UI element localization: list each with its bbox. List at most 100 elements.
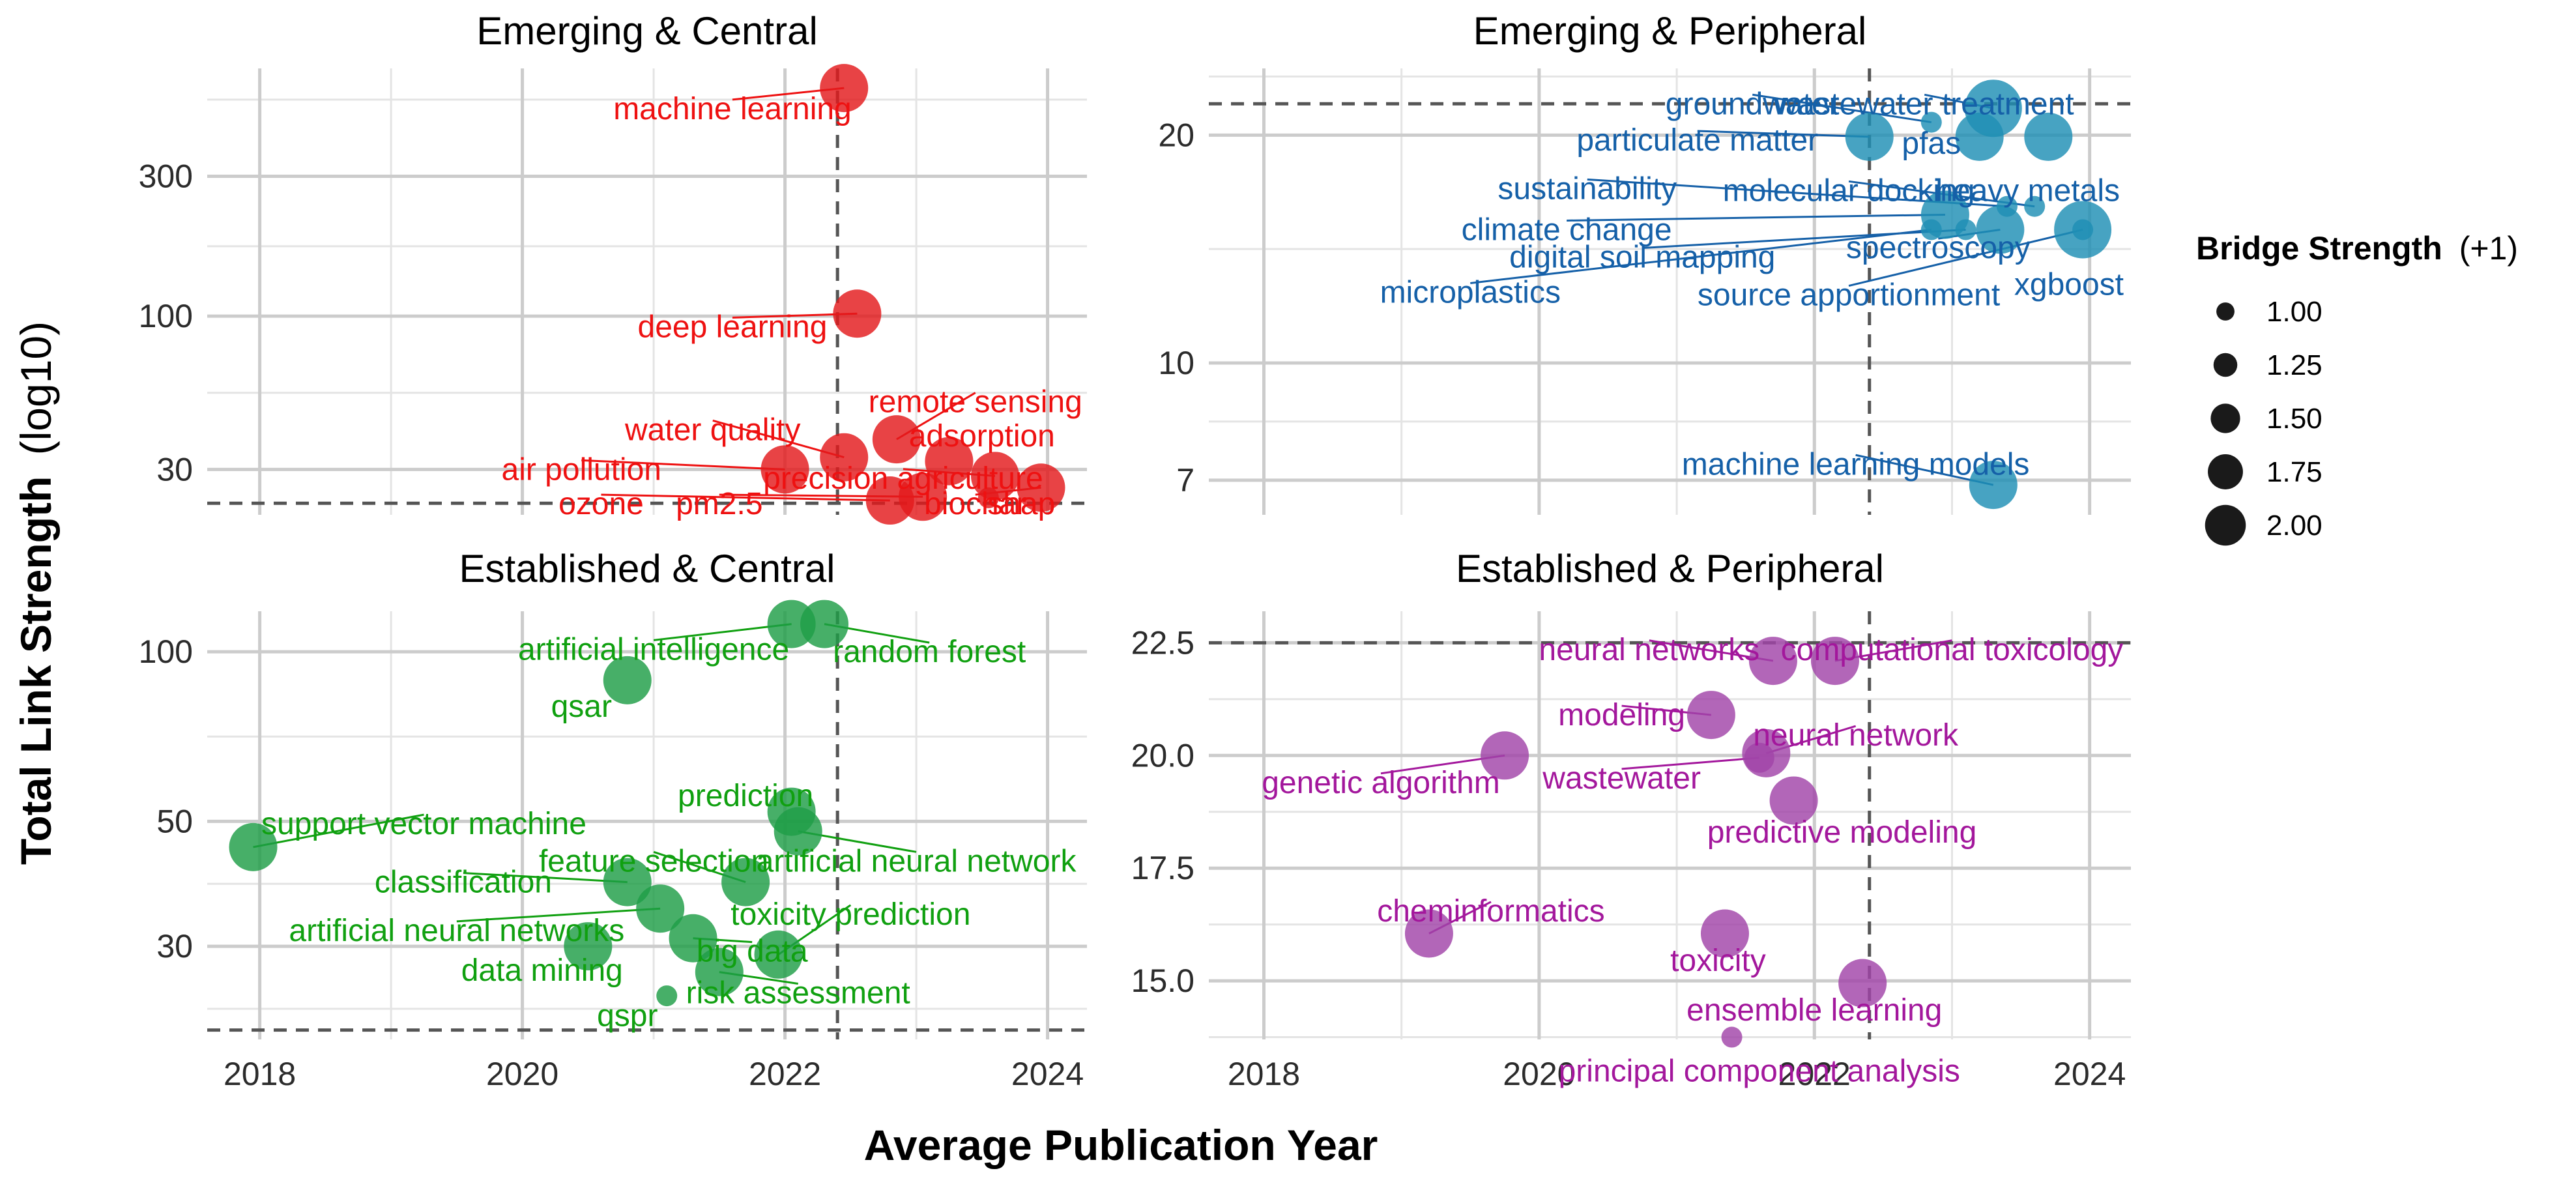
x-tick-label: 2024 <box>1011 1056 1084 1092</box>
y-tick-label: 100 <box>139 298 193 334</box>
x-tick-label: 2018 <box>224 1056 296 1092</box>
point-label: heavy metals <box>1935 173 2120 208</box>
data-point <box>1976 205 2025 254</box>
panels-layer: 30 100 300 Emerging & Central machine learni… <box>139 9 2131 1092</box>
data-point <box>229 822 278 871</box>
point-label: genetic algorithm <box>1262 766 1500 800</box>
x-tick-label: 2022 <box>1778 1056 1851 1092</box>
point-label: qspr <box>597 998 658 1033</box>
data-point <box>970 452 1019 500</box>
point-label: deep learning <box>638 310 828 344</box>
data-point <box>656 985 678 1007</box>
point-label: random forest <box>833 635 1026 669</box>
y-axis-title-main: Total Link Strength <box>12 476 60 865</box>
data-point <box>1810 637 1859 686</box>
point-label: shap <box>987 487 1055 521</box>
data-point <box>1920 219 1942 240</box>
legend-symbol <box>2205 504 2246 546</box>
point-label: prediction <box>678 779 813 813</box>
data-point <box>760 445 809 494</box>
legend-symbol <box>2213 353 2238 377</box>
x-axis-title: Average Publication Year <box>864 1121 1378 1169</box>
point-label: artificial neural network <box>757 844 1077 878</box>
data-point <box>1769 776 1818 825</box>
data-point <box>603 656 652 704</box>
legend-label: 1.50 <box>2266 403 2323 435</box>
data-point <box>1686 691 1735 740</box>
data-point <box>1969 461 2018 510</box>
legend-title-main: Bridge Strength <box>2196 230 2442 267</box>
point-label: ensemble learning <box>1686 993 1942 1028</box>
data-point <box>820 433 869 482</box>
y-tick-label: 20 <box>1158 117 1194 153</box>
points-group: machine learning deep learning remote sens… <box>502 64 1082 525</box>
point-label: molecular docking <box>1723 173 1975 208</box>
panel-title: Emerging & Central <box>476 9 818 53</box>
points-group: neural networks computational toxicology m… <box>1262 633 2123 1089</box>
leader-line <box>581 459 785 471</box>
point-label: predictive modeling <box>1707 815 1977 850</box>
data-point <box>1838 959 1887 1007</box>
point-label: neural network <box>1753 718 1959 753</box>
point-label: spectroscopy <box>1846 231 2031 265</box>
point-label: machine learning models <box>1682 447 2030 482</box>
data-point <box>1748 637 1797 686</box>
point-label: climate change <box>1462 212 1672 247</box>
data-point <box>872 415 921 464</box>
point-label: xgboost <box>2014 267 2124 302</box>
y-tick-label: 15.0 <box>1131 963 1194 999</box>
legend-label: 1.75 <box>2266 456 2323 488</box>
leader-line <box>253 813 424 848</box>
data-point <box>721 858 770 906</box>
legend-label: 2.00 <box>2266 510 2323 542</box>
data-point <box>1481 731 1529 780</box>
point-label: ozone <box>558 487 644 521</box>
data-point <box>636 884 685 933</box>
data-point <box>695 948 744 996</box>
data-point <box>1955 219 1976 240</box>
data-point <box>977 487 999 508</box>
y-tick-label: 300 <box>139 158 193 195</box>
data-point <box>1404 909 1453 958</box>
point-label: big data <box>697 934 808 969</box>
leader-line <box>1567 213 1945 222</box>
data-point <box>820 64 869 113</box>
point-label: artificial intelligence <box>518 632 789 667</box>
y-axis-title-suffix: (log10) <box>12 321 60 455</box>
y-tick-label: 17.5 <box>1131 850 1194 886</box>
x-tick-label: 2020 <box>1503 1056 1575 1092</box>
point-label: adsorption <box>909 419 1055 454</box>
panel-title: Established & Central <box>459 547 835 590</box>
point-label: pfas <box>1902 126 1961 161</box>
data-point <box>899 472 948 521</box>
y-tick-label: 7 <box>1176 462 1194 499</box>
data-point <box>800 600 849 648</box>
data-point <box>2024 196 2046 217</box>
point-label: artificial neural networks <box>289 914 624 948</box>
data-point <box>833 289 882 338</box>
leader-line <box>1621 757 1759 770</box>
point-label: particulate matter <box>1576 123 1818 158</box>
panel-emerging-peripheral: 7 10 20 Emerging & Peripheral groundwaterwas… <box>1158 9 2131 515</box>
x-tick-label: 2018 <box>1228 1056 1300 1092</box>
point-label: toxicity prediction <box>731 897 970 932</box>
point-label: modeling <box>1558 698 1685 732</box>
legend-entries: 1.00 1.25 1.50 1.75 2.00 <box>2205 296 2323 546</box>
data-point <box>1744 742 1774 773</box>
x-tick-label: 2022 <box>749 1056 821 1092</box>
data-point <box>564 922 613 971</box>
leader-line <box>1697 130 1870 138</box>
point-label: wastewater <box>1542 761 1701 796</box>
legend-symbol <box>2208 454 2243 489</box>
point-label: risk assessment <box>686 976 910 1011</box>
point-label: machine learning <box>613 92 852 126</box>
point-label: principal component analysis <box>1559 1054 1960 1088</box>
point-label: air pollution <box>502 452 661 487</box>
point-label: feature selection <box>539 844 768 878</box>
data-point <box>1920 111 1942 133</box>
y-tick-label: 20.0 <box>1131 737 1194 774</box>
point-label: groundwater <box>1666 87 1840 121</box>
